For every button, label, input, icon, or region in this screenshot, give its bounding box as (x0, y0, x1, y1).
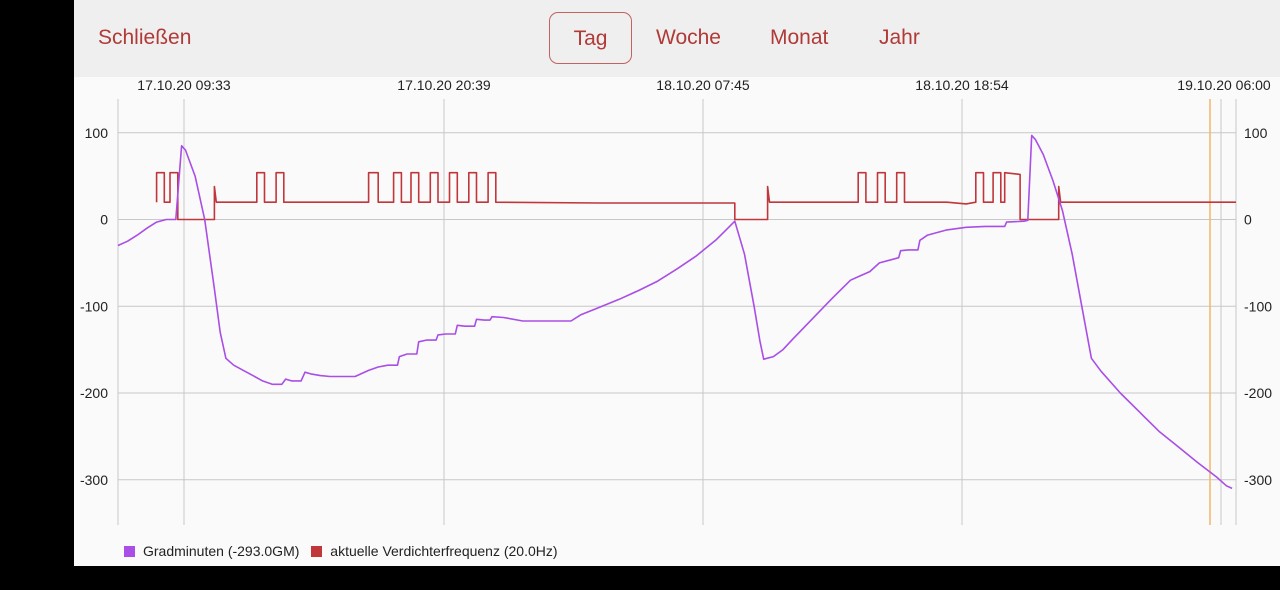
tab-woche[interactable]: Woche (656, 12, 721, 64)
x-tick-label: 17.10.20 09:33 (137, 77, 231, 93)
y-axis-labels: 100 100 0 0 -100 -100 -200 -200 -300 -300 (80, 125, 1272, 488)
x-axis-labels: 17.10.20 09:33 17.10.20 20:39 18.10.20 07:… (137, 77, 1271, 93)
y-tick-right: -100 (1244, 298, 1272, 314)
grid (117, 99, 1237, 525)
legend-label-frequenz: aktuelle Verdichterfrequenz (20.0Hz) (330, 543, 558, 559)
y-tick-right: -200 (1244, 385, 1272, 401)
y-tick-right: 0 (1244, 212, 1252, 228)
line-chart[interactable]: 17.10.20 09:33 17.10.20 20:39 18.10.20 07:… (74, 77, 1280, 539)
series-line-gradminuten (117, 134, 1233, 490)
legend-item-gradminuten: Gradminuten (-293.0GM) (124, 543, 299, 559)
legend-swatch-gradminuten (124, 545, 135, 557)
legend-item-frequenz: aktuelle Verdichterfrequenz (20.0Hz) (311, 543, 558, 559)
tab-jahr[interactable]: Jahr (879, 12, 920, 64)
close-button[interactable]: Schließen (98, 12, 191, 64)
series-line-frequenz (155, 171, 1236, 221)
y-tick-left: 100 (85, 125, 109, 141)
legend-swatch-frequenz (311, 545, 323, 557)
chart-screen: Schließen Tag Woche Monat Jahr 17.10.20 … (74, 0, 1280, 566)
x-tick-label: 19.10.20 06:00 (1177, 77, 1271, 93)
y-tick-right: 100 (1244, 125, 1268, 141)
series-lines (117, 134, 1236, 490)
y-tick-right: -300 (1244, 472, 1272, 488)
y-tick-left: -200 (80, 385, 108, 401)
toolbar: Schließen Tag Woche Monat Jahr (74, 0, 1280, 77)
tab-monat[interactable]: Monat (770, 12, 828, 64)
x-tick-label: 18.10.20 07:45 (656, 77, 750, 93)
y-tick-left: -300 (80, 472, 108, 488)
tab-tag[interactable]: Tag (549, 12, 632, 64)
x-tick-label: 17.10.20 20:39 (397, 77, 491, 93)
y-tick-left: 0 (100, 212, 108, 228)
x-tick-label: 18.10.20 18:54 (915, 77, 1009, 93)
legend-label-gradminuten: Gradminuten (-293.0GM) (143, 543, 300, 559)
legend: Gradminuten (-293.0GM) aktuelle Verdicht… (124, 543, 566, 560)
y-tick-left: -100 (80, 298, 108, 314)
